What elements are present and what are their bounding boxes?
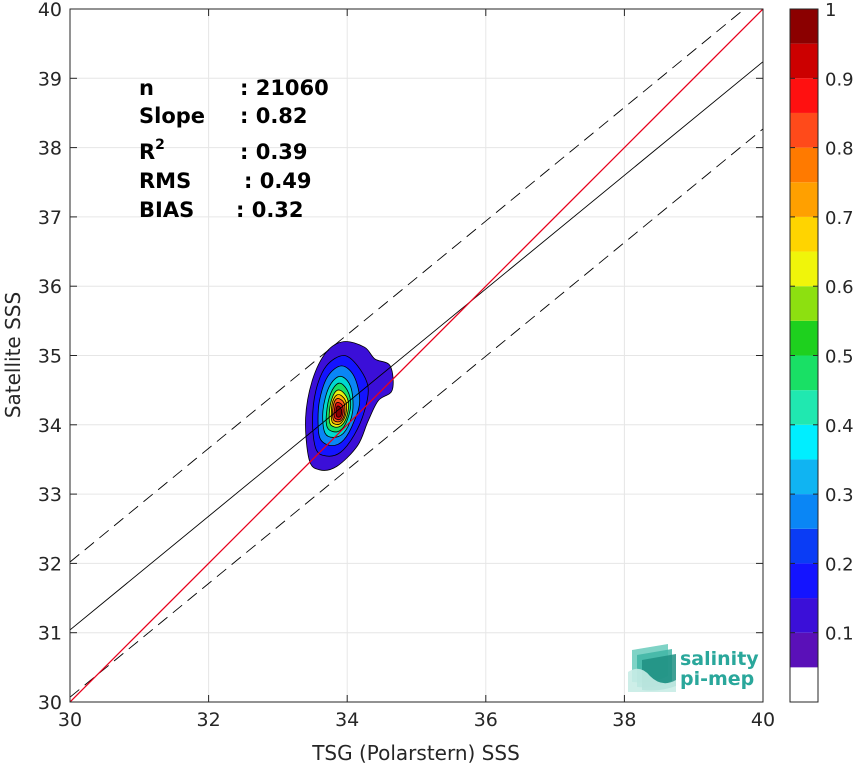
colorbar-band — [790, 286, 818, 321]
reference-lines — [70, 9, 763, 702]
colorbar-band — [790, 632, 818, 668]
colorbar-tick-label: 0.8 — [825, 139, 854, 160]
colorbar-tick-label: 0.5 — [825, 347, 854, 368]
colorbar-band — [790, 459, 818, 495]
colorbar-ticks: 0.1 0.2 0.3 0.4 0.5 0.6 0.7 0.8 0.9 1 — [790, 0, 854, 645]
y-tick-label: 39 — [38, 68, 62, 90]
colorbar-band — [790, 390, 818, 425]
colorbar-tick-label: 0.6 — [825, 277, 854, 298]
y-tick-label: 40 — [38, 0, 62, 21]
stat-rms-label: RMS — [139, 169, 191, 193]
colorbar-band — [790, 598, 818, 633]
stat-bias-value: : 0.32 — [236, 198, 304, 222]
y-tick-label: 31 — [38, 623, 62, 645]
logo-wave-icon — [628, 644, 676, 692]
x-tick-label: 32 — [197, 709, 221, 731]
colorbar-tick-label: 0.1 — [825, 624, 854, 645]
y-tick-label: 37 — [38, 207, 62, 229]
regression-line — [70, 61, 763, 631]
colorbar-tick-label: 0.7 — [825, 208, 854, 229]
stat-n-label: n — [139, 76, 154, 100]
colorbar-band — [790, 424, 818, 460]
colorbar-tick-label: 1 — [825, 0, 836, 21]
colorbar-band — [790, 112, 818, 148]
stat-rms-value: : 0.49 — [244, 169, 312, 193]
stat-slope-value: : 0.82 — [240, 104, 308, 128]
stat-slope-label: Slope — [139, 104, 205, 128]
y-tick-label: 33 — [38, 484, 62, 506]
colorbar-band — [790, 147, 818, 183]
identity-line — [70, 9, 763, 702]
stat-r2-superscript: 2 — [155, 137, 165, 153]
statistics-box: n : 21060 Slope : 0.82 R2 : 0.39 RMS : 0… — [139, 76, 329, 222]
colorbar-tick-label: 0.2 — [825, 554, 854, 575]
x-tick-label: 30 — [58, 709, 82, 731]
colorbar-band — [790, 78, 818, 113]
x-tick-label: 38 — [612, 709, 636, 731]
colorbar: 0.1 0.2 0.3 0.4 0.5 0.6 0.7 0.8 0.9 1 — [789, 0, 854, 703]
x-tick-label: 40 — [751, 709, 775, 731]
x-axis-ticks: 30 32 34 36 38 40 — [58, 9, 775, 731]
logo-text-salinity: salinity — [680, 648, 759, 670]
stat-r2-letter: R — [139, 140, 155, 164]
y-tick-label: 32 — [38, 553, 62, 575]
upper-bound-dashed-line — [70, 9, 746, 563]
colorbar-band — [790, 43, 818, 79]
y-tick-label: 36 — [38, 276, 62, 298]
y-axis-label: Satellite SSS — [1, 292, 25, 418]
density-contours — [305, 341, 394, 471]
x-axis-label: TSG (Polarstern) SSS — [311, 741, 520, 765]
stat-n-value: : 21060 — [240, 76, 329, 100]
colorbar-band — [790, 494, 818, 529]
colorbar-tick-label: 0.3 — [825, 485, 854, 506]
colorbar-band — [790, 667, 818, 702]
x-tick-label: 34 — [335, 709, 359, 731]
colorbar-band — [790, 251, 818, 287]
colorbar-band — [790, 528, 818, 564]
y-tick-label: 30 — [38, 692, 62, 714]
stat-r2-label: R2 — [139, 137, 165, 164]
y-tick-label: 38 — [38, 138, 62, 160]
colorbar-band — [790, 9, 818, 44]
y-tick-label: 35 — [38, 346, 62, 368]
colorbar-band — [790, 563, 818, 599]
stat-r2-value: : 0.39 — [240, 140, 308, 164]
salinity-pi-mep-logo: salinity pi-mep — [628, 644, 759, 692]
colorbar-band — [790, 182, 818, 217]
colorbar-band — [790, 355, 818, 391]
y-axis-ticks: 30 31 32 33 34 35 36 37 38 39 40 — [38, 0, 763, 714]
y-tick-label: 34 — [38, 415, 62, 437]
colorbar-band — [790, 216, 818, 252]
colorbar-tick-label: 0.9 — [825, 69, 854, 90]
logo-text-pi-mep: pi-mep — [680, 668, 754, 690]
stat-bias-label: BIAS — [139, 198, 194, 222]
grid-lines — [69, 8, 764, 703]
x-tick-label: 36 — [474, 709, 498, 731]
lower-bound-dashed-line — [70, 128, 763, 698]
colorbar-tick-label: 0.4 — [825, 416, 854, 437]
colorbar-band — [790, 320, 818, 356]
colorbar-bands — [790, 9, 818, 702]
